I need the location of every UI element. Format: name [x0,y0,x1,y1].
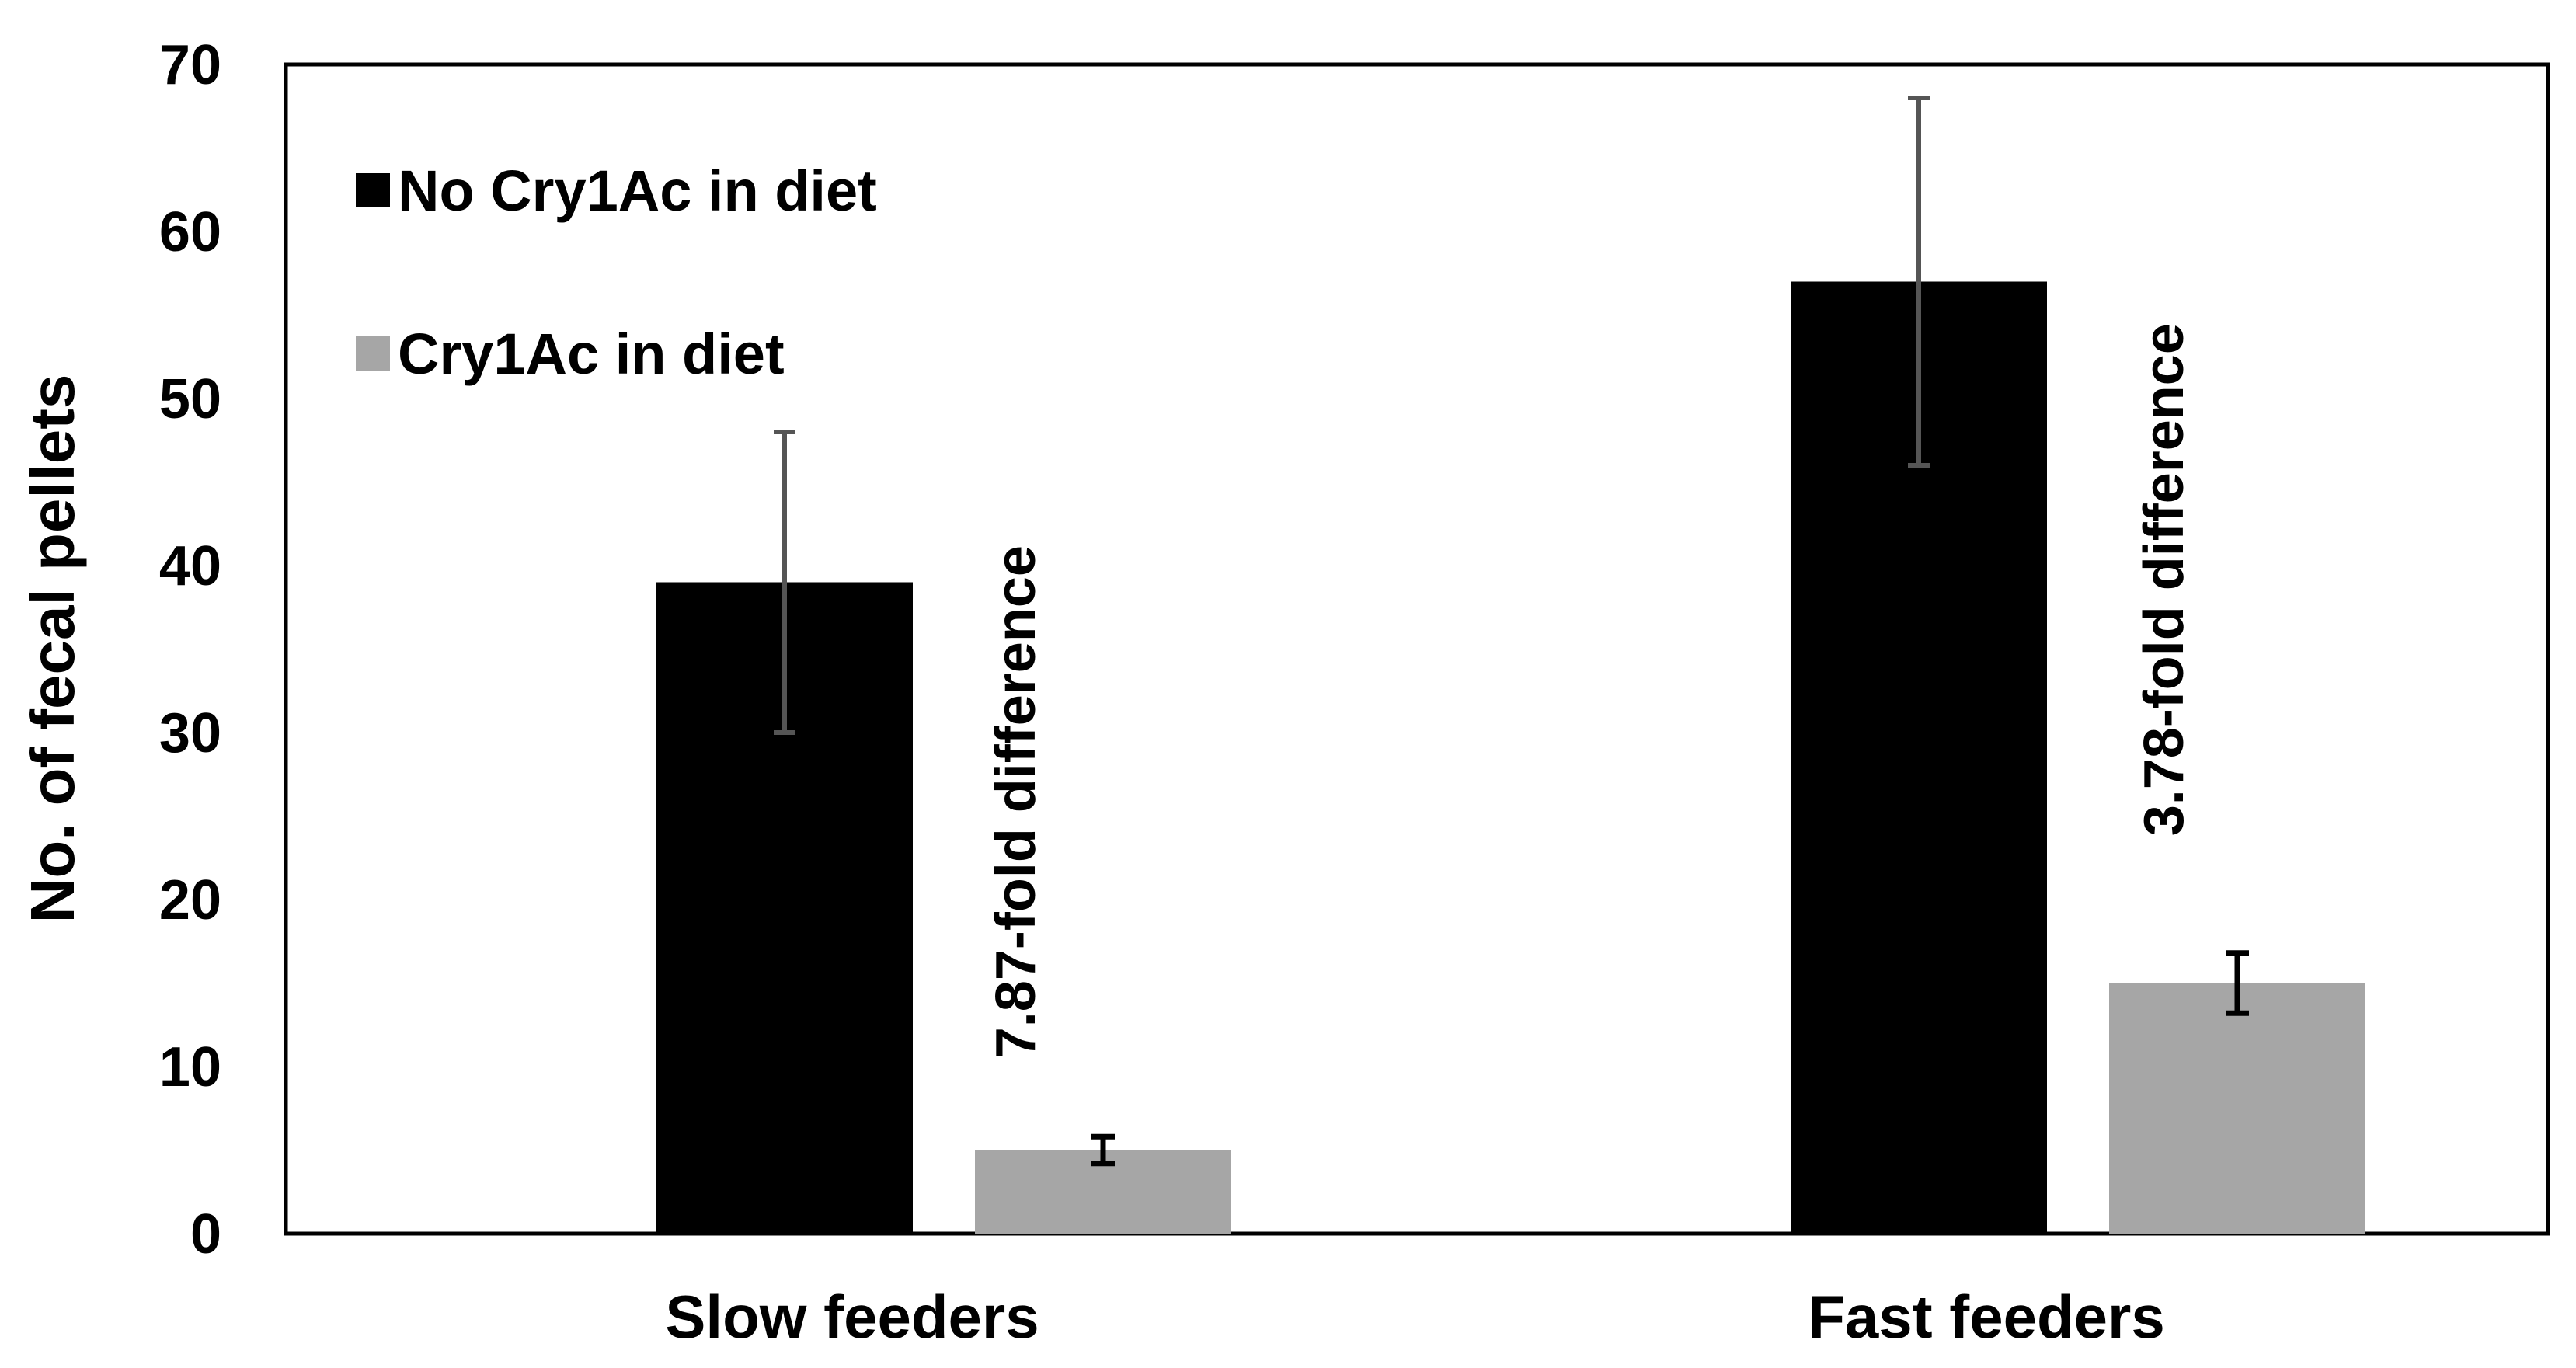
bar [2109,983,2365,1234]
y-tick-label: 60 [159,201,221,263]
legend-swatch [356,336,390,371]
category-label: Slow feeders [665,1283,1039,1351]
legend-label: Cry1Ac in diet [398,322,785,386]
y-tick-label: 0 [190,1203,221,1265]
y-tick-label: 70 [159,34,221,96]
y-axis-title: No. of fecal pellets [18,374,87,924]
y-tick-label: 50 [159,368,221,430]
category-label: Fast feeders [1808,1283,2165,1351]
y-tick-label: 20 [159,869,221,931]
y-tick-label: 30 [159,702,221,764]
fold-difference-label: 7.87-fold difference [985,545,1047,1058]
fold-difference-label: 3.78-fold difference [2133,323,2195,836]
legend-label: No Cry1Ac in diet [398,158,877,223]
y-tick-label: 10 [159,1036,221,1098]
legend-swatch [356,173,390,207]
y-tick-label: 40 [159,535,221,597]
